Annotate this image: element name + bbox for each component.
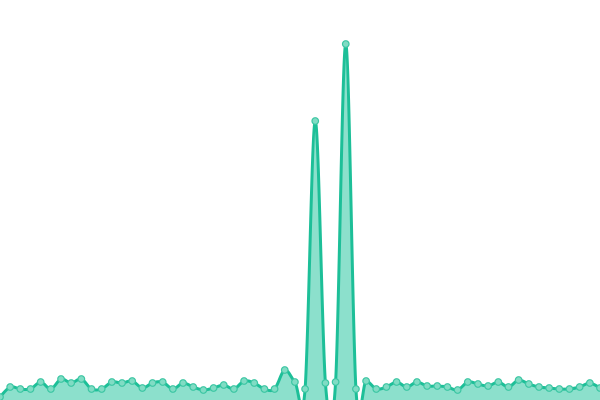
- data-point-14: [138, 384, 147, 392]
- data-point-13: [128, 377, 137, 385]
- data-point-39: [392, 378, 401, 386]
- data-point-3: [26, 385, 35, 393]
- data-point-22: [219, 381, 228, 389]
- series-points: [0, 40, 600, 400]
- data-point-44: [443, 383, 452, 391]
- data-point-40: [402, 383, 411, 391]
- data-point-1: [6, 383, 15, 391]
- data-point-43: [433, 382, 442, 390]
- series-area-fill: [0, 43, 600, 400]
- data-point-20: [199, 386, 208, 394]
- data-point-7: [67, 379, 76, 387]
- data-point-41: [413, 378, 421, 386]
- data-point-5: [46, 385, 55, 393]
- data-point-45: [453, 386, 462, 394]
- data-point-52: [524, 380, 533, 388]
- data-point-59: [596, 384, 600, 392]
- data-point-8: [77, 375, 86, 383]
- data-point-29: [291, 378, 299, 386]
- data-point-9: [87, 385, 96, 393]
- data-point-0: [0, 393, 4, 400]
- data-point-50: [504, 383, 513, 391]
- data-point-56: [565, 385, 574, 393]
- data-point-58: [585, 379, 594, 387]
- data-point-37: [372, 385, 381, 393]
- data-point-28: [280, 366, 289, 374]
- data-point-42: [423, 382, 432, 390]
- data-point-47: [474, 380, 482, 388]
- data-point-32: [321, 379, 330, 387]
- data-point-49: [494, 378, 503, 386]
- data-point-55: [555, 385, 564, 393]
- data-point-24: [240, 377, 248, 385]
- data-point-38: [382, 383, 391, 391]
- data-point-11: [107, 378, 116, 386]
- data-point-6: [57, 375, 65, 383]
- data-point-34: [341, 40, 350, 48]
- data-point-35: [352, 385, 360, 393]
- data-point-15: [148, 379, 157, 387]
- data-point-51: [514, 376, 523, 384]
- data-point-4: [36, 378, 45, 386]
- data-point-27: [270, 385, 279, 393]
- data-point-18: [179, 379, 187, 387]
- data-point-26: [260, 385, 269, 393]
- data-point-36: [362, 377, 371, 385]
- data-point-21: [209, 384, 218, 392]
- data-point-19: [189, 383, 198, 391]
- series-line: [0, 42, 600, 400]
- data-point-12: [118, 379, 126, 387]
- data-point-2: [16, 385, 25, 393]
- data-point-53: [535, 383, 543, 391]
- data-point-31: [311, 117, 320, 125]
- data-point-33: [331, 378, 340, 386]
- data-point-16: [158, 378, 167, 386]
- data-point-30: [301, 385, 309, 393]
- data-point-46: [463, 378, 472, 386]
- data-point-10: [97, 385, 106, 393]
- data-point-17: [168, 385, 177, 393]
- data-point-23: [229, 385, 238, 393]
- data-point-48: [484, 382, 493, 390]
- data-point-57: [575, 383, 584, 391]
- data-point-25: [250, 379, 259, 387]
- data-point-54: [545, 384, 554, 392]
